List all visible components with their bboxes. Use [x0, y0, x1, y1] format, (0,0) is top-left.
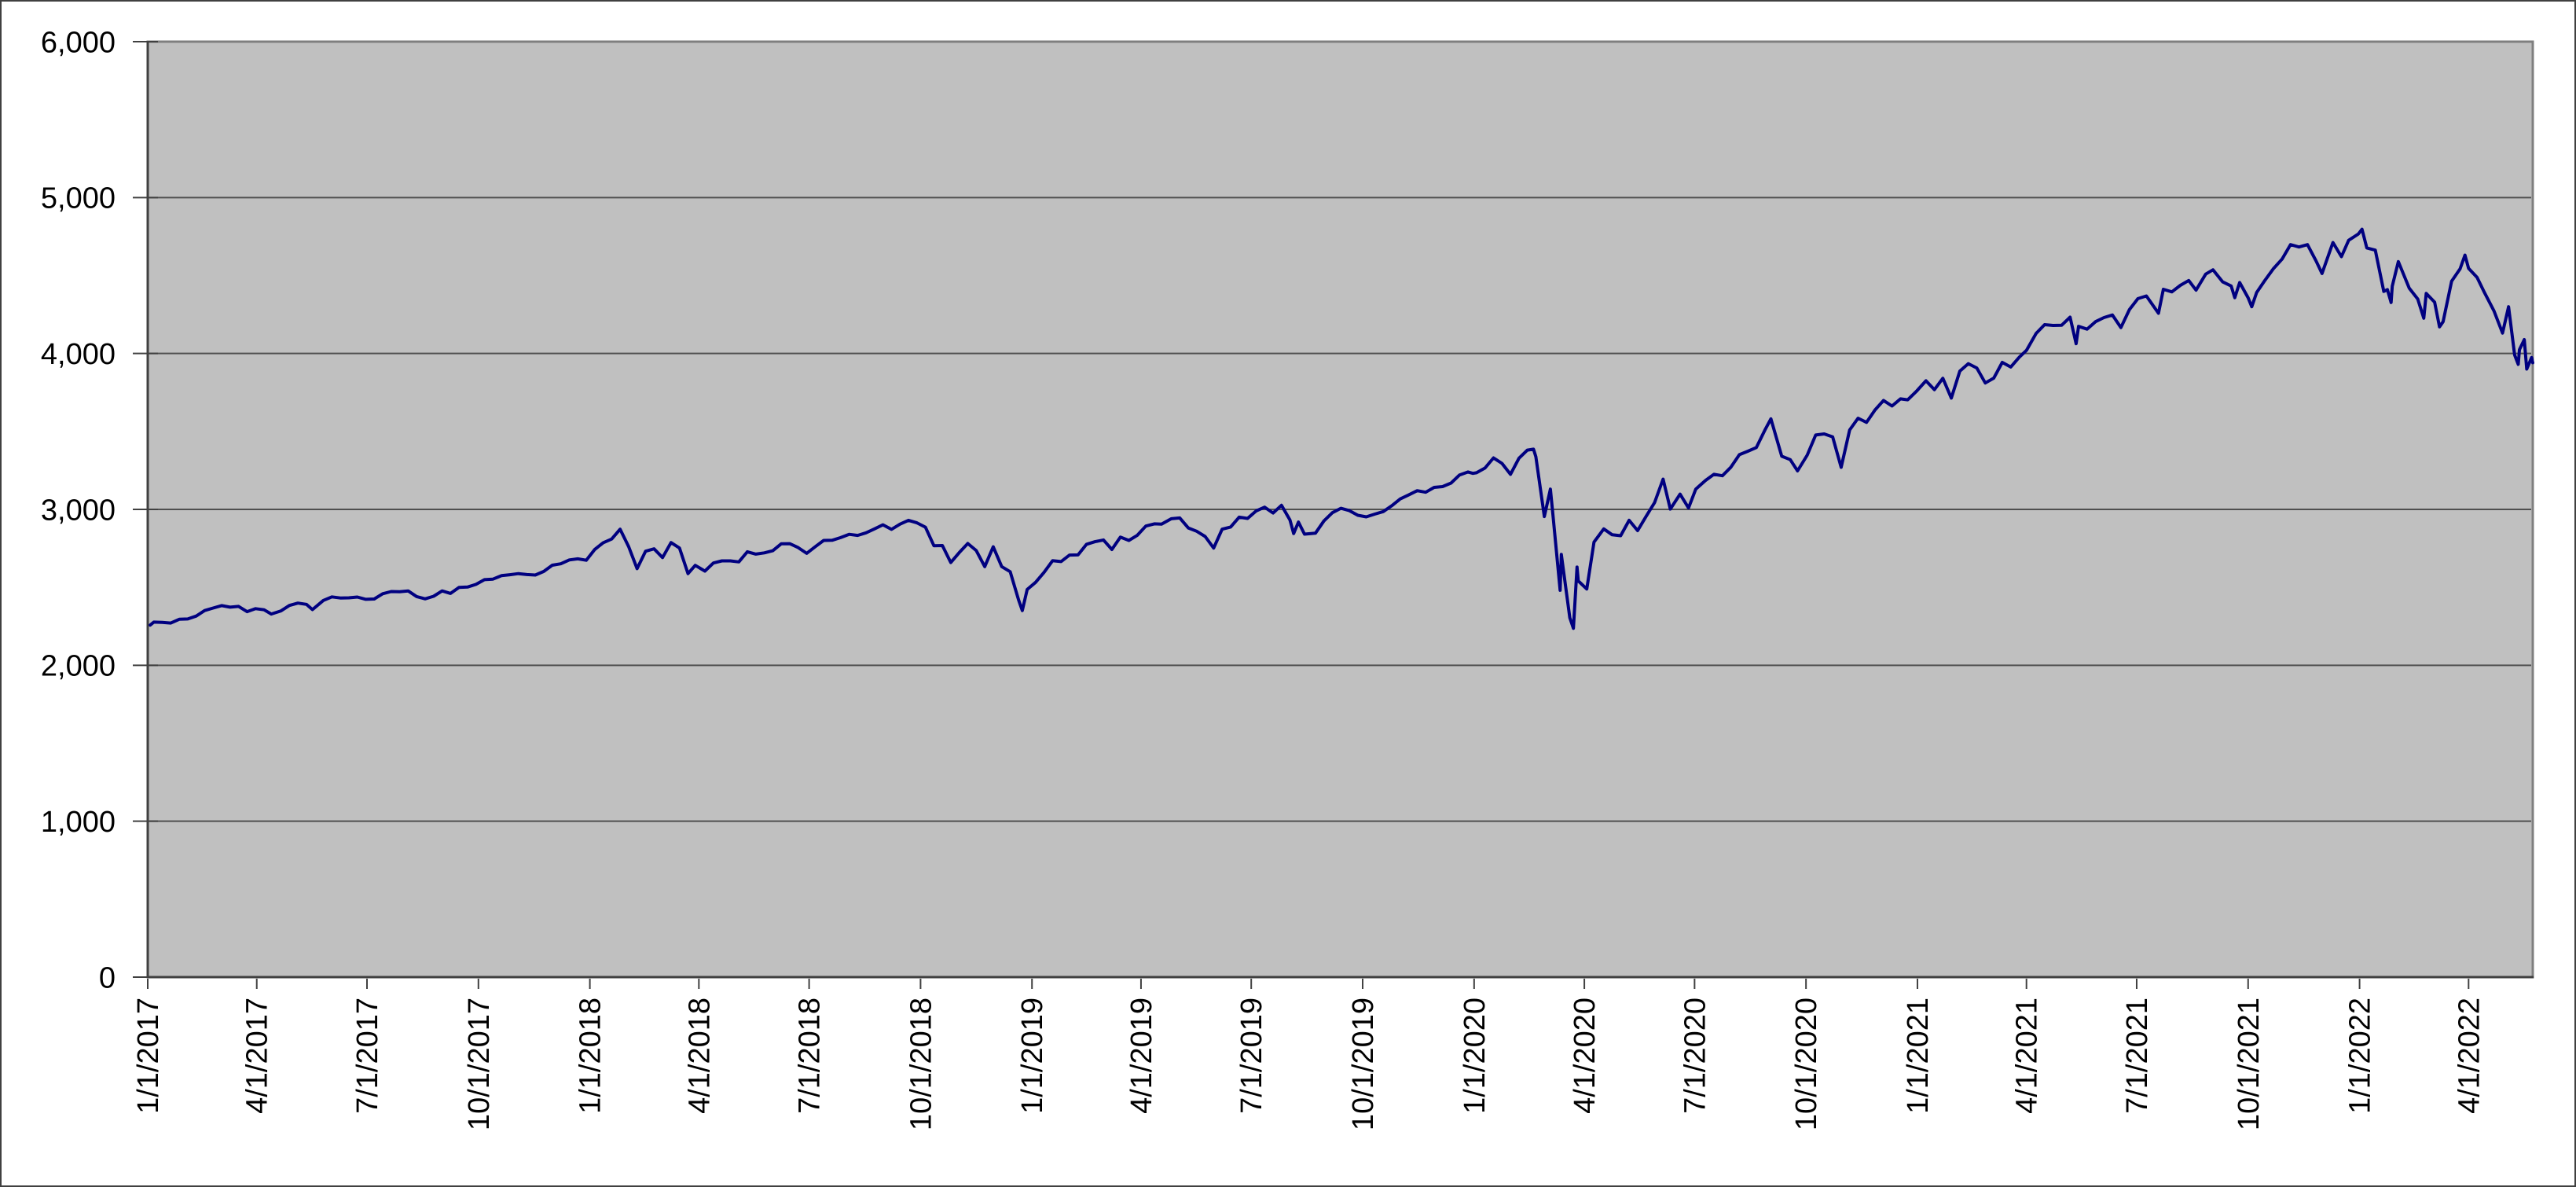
- y-axis-tick-label: 5,000: [41, 182, 116, 215]
- y-axis-tick-label: 6,000: [41, 26, 116, 59]
- x-axis-tick-label: 1/1/2019: [1016, 998, 1049, 1114]
- sp500-price-line: [149, 227, 2534, 630]
- x-axis-tick-label: 10/1/2020: [1790, 998, 1823, 1130]
- y-axis-tick-label: 4,000: [41, 338, 116, 371]
- y-axis-tick-label: 2,000: [41, 650, 116, 683]
- x-axis-tick-label: 7/1/2018: [794, 998, 827, 1114]
- y-axis-tick-label: 0: [99, 961, 116, 994]
- x-axis-tick-label: 4/1/2017: [241, 998, 274, 1114]
- x-axis-tick-label: 4/1/2021: [2011, 998, 2044, 1114]
- x-axis-tick-label: 7/1/2021: [2121, 998, 2154, 1114]
- x-axis-tick-label: 1/1/2022: [2344, 998, 2377, 1114]
- x-axis-tick-label: 4/1/2018: [683, 998, 716, 1114]
- x-axis-tick-label: 4/1/2020: [1569, 998, 1602, 1114]
- axis-ticks: [133, 41, 2470, 989]
- x-axis-tick-label: 10/1/2018: [905, 998, 938, 1130]
- y-axis-tick-label: 1,000: [41, 806, 116, 839]
- x-axis-tick-label: 7/1/2019: [1235, 998, 1268, 1114]
- x-axis-tick-label: 7/1/2020: [1679, 998, 1712, 1114]
- x-axis-labels: 1/1/2017 4/1/2017 7/1/2017 10/1/2017 1/1/201…: [132, 998, 2486, 1130]
- x-axis-tick-label: 7/1/2017: [351, 998, 384, 1114]
- x-axis-tick-label: 4/1/2022: [2453, 998, 2486, 1114]
- price-line-series: [149, 227, 2534, 630]
- x-axis-tick-label: 10/1/2019: [1347, 998, 1380, 1130]
- y-axis-tick-label: 3,000: [41, 494, 116, 527]
- x-axis-tick-label: 4/1/2019: [1125, 998, 1158, 1114]
- x-axis-tick-label: 10/1/2021: [2233, 998, 2266, 1130]
- x-axis-tick-label: 1/1/2018: [574, 998, 607, 1114]
- y-axis-labels: 0 1,000 2,000 3,000 4,000 5,000 6,000: [41, 26, 116, 994]
- x-axis-tick-label: 10/1/2017: [463, 998, 496, 1130]
- x-axis-tick-label: 1/1/2020: [1459, 998, 1492, 1114]
- x-axis-tick-label: 1/1/2021: [1902, 998, 1935, 1114]
- x-axis-tick-label: 1/1/2017: [132, 998, 165, 1114]
